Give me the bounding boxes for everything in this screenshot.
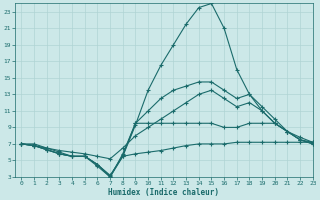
X-axis label: Humidex (Indice chaleur): Humidex (Indice chaleur): [108, 188, 220, 197]
